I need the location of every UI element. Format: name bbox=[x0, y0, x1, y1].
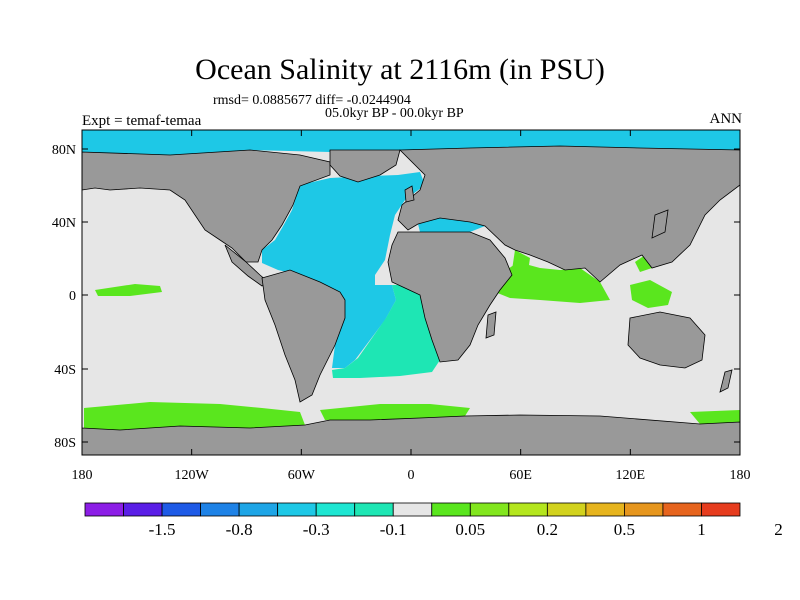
antarctica bbox=[82, 414, 740, 455]
colorbar-label: -1.5 bbox=[149, 520, 176, 539]
mediterranean-anomaly bbox=[418, 218, 485, 232]
colorbar-swatch bbox=[238, 502, 279, 517]
greenland bbox=[329, 149, 401, 183]
colorbar-swatch bbox=[161, 502, 201, 517]
colorbar bbox=[84, 502, 741, 517]
colorbar-label: 2 bbox=[774, 520, 783, 539]
colorbar-swatch bbox=[277, 502, 317, 517]
season-label: ANN bbox=[709, 111, 743, 127]
north-america bbox=[82, 149, 331, 263]
colorbar-swatch bbox=[123, 502, 163, 517]
lat-tick-label: 40N bbox=[52, 216, 76, 231]
colorbar-label: 0.05 bbox=[455, 520, 485, 539]
madagascar bbox=[485, 311, 497, 339]
colorbar-swatch bbox=[662, 502, 702, 517]
indonesia-anomaly bbox=[630, 280, 672, 308]
southern-ocean-anomaly-far-east bbox=[690, 410, 740, 424]
colorbar-swatch bbox=[431, 502, 471, 517]
colorbar-label: 0.5 bbox=[614, 520, 635, 539]
indian-ocean-anomaly bbox=[495, 262, 610, 303]
new-zealand bbox=[719, 369, 733, 393]
stats-line: rmsd= 0.0885677 diff= -0.0244904 bbox=[213, 93, 411, 108]
period-line: 05.0kyr BP - 00.0kyr BP bbox=[325, 106, 464, 121]
south-atlantic-anomaly bbox=[332, 285, 442, 378]
lat-tick-label: 0 bbox=[69, 289, 76, 304]
eurasia bbox=[397, 145, 740, 283]
south-america bbox=[261, 269, 346, 403]
lat-tick-label: 80S bbox=[54, 436, 76, 451]
colorbar-swatch bbox=[200, 502, 240, 517]
lon-tick-label: 60E bbox=[509, 468, 532, 483]
lon-tick-label: 120W bbox=[175, 468, 210, 483]
australia bbox=[627, 311, 706, 369]
colorbar-labels: -1.5 -0.8 -0.3 -0.1 0.05 0.2 0.5 1 2 bbox=[149, 520, 783, 539]
arabian-sea-anomaly bbox=[512, 250, 530, 272]
colorbar-swatch bbox=[84, 502, 124, 517]
longitude-axis: 180 120W 60W 0 60E 120E 180 bbox=[72, 130, 751, 483]
land-masses bbox=[82, 145, 740, 455]
colorbar-swatch bbox=[624, 502, 664, 517]
latitude-axis: 80N 40N 0 40S 80S bbox=[52, 143, 740, 451]
colorbar-swatch bbox=[546, 502, 587, 517]
southern-ocean-anomaly-west bbox=[84, 402, 305, 430]
colorbar-label: 0.2 bbox=[537, 520, 558, 539]
southern-ocean-anomaly-east bbox=[320, 404, 470, 420]
east-pacific-anomaly bbox=[95, 284, 162, 296]
colorbar-swatch bbox=[354, 502, 394, 517]
colorbar-label: -0.8 bbox=[226, 520, 253, 539]
africa bbox=[387, 231, 513, 363]
lon-tick-label: 180 bbox=[730, 468, 751, 483]
lat-tick-label: 80N bbox=[52, 143, 76, 158]
lat-tick-label: 40S bbox=[54, 363, 76, 378]
japan bbox=[651, 209, 669, 239]
colorbar-swatch bbox=[315, 502, 356, 517]
map-title: Ocean Salinity at 2116m (in PSU) bbox=[195, 53, 605, 86]
lon-tick-label: 60W bbox=[288, 468, 316, 483]
arctic-anomaly bbox=[82, 130, 740, 155]
colorbar-label: -0.1 bbox=[380, 520, 407, 539]
colorbar-swatch bbox=[701, 502, 741, 517]
map-field bbox=[82, 130, 740, 455]
colorbar-swatch bbox=[508, 502, 548, 517]
atlantic-anomaly bbox=[262, 172, 425, 368]
colorbar-label: 1 bbox=[697, 520, 706, 539]
british-isles bbox=[404, 185, 415, 203]
colorbar-swatch bbox=[392, 502, 433, 517]
experiment-label: Expt = temaf-temaa bbox=[82, 113, 202, 129]
lon-tick-label: 180 bbox=[72, 468, 93, 483]
colorbar-swatch bbox=[585, 502, 625, 517]
colorbar-label: -0.3 bbox=[303, 520, 330, 539]
lon-tick-label: 0 bbox=[408, 468, 415, 483]
west-pacific-anomaly bbox=[635, 255, 652, 272]
lon-tick-label: 120E bbox=[616, 468, 646, 483]
colorbar-swatch bbox=[469, 502, 510, 517]
